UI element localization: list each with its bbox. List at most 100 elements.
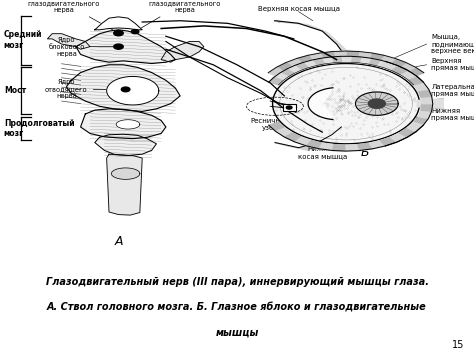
Polygon shape	[294, 62, 308, 70]
Polygon shape	[401, 62, 416, 70]
Polygon shape	[276, 128, 292, 137]
Polygon shape	[287, 66, 301, 73]
Polygon shape	[95, 134, 156, 155]
Polygon shape	[274, 73, 288, 81]
Polygon shape	[312, 58, 324, 66]
Polygon shape	[307, 141, 323, 149]
FancyBboxPatch shape	[283, 104, 296, 111]
Polygon shape	[414, 82, 428, 91]
Polygon shape	[410, 67, 424, 75]
Polygon shape	[404, 73, 418, 81]
Polygon shape	[418, 89, 432, 97]
Polygon shape	[391, 66, 405, 73]
Text: Мост: Мост	[4, 86, 26, 95]
Polygon shape	[308, 88, 333, 120]
Polygon shape	[286, 106, 292, 109]
Text: Ядро
глазодвигательного
нерва: Ядро глазодвигательного нерва	[28, 0, 116, 32]
Polygon shape	[391, 133, 407, 142]
Polygon shape	[297, 55, 311, 62]
Polygon shape	[319, 143, 334, 151]
Polygon shape	[268, 67, 282, 75]
Polygon shape	[407, 122, 423, 132]
Text: Продолговатый
мозг: Продолговатый мозг	[4, 119, 74, 138]
Polygon shape	[368, 99, 385, 108]
Polygon shape	[285, 133, 301, 142]
Text: Б: Б	[361, 146, 369, 159]
Polygon shape	[269, 77, 283, 85]
Polygon shape	[391, 133, 407, 142]
Polygon shape	[333, 51, 346, 56]
Polygon shape	[381, 55, 395, 62]
Polygon shape	[370, 53, 384, 59]
Text: Глазодвигательный нерв (III пара), иннервирующий мышцы глаза.: Глазодвигательный нерв (III пара), иннер…	[46, 277, 428, 286]
Polygon shape	[116, 120, 140, 129]
Text: Верхняя косая мышца: Верхняя косая мышца	[258, 6, 339, 12]
Polygon shape	[417, 99, 443, 108]
Polygon shape	[400, 70, 416, 79]
Text: Ядро
блокового
нерва: Ядро блокового нерва	[48, 37, 116, 57]
Polygon shape	[369, 141, 385, 149]
Polygon shape	[407, 76, 423, 85]
Polygon shape	[346, 144, 360, 151]
Polygon shape	[332, 144, 346, 151]
Polygon shape	[421, 104, 433, 111]
Polygon shape	[303, 60, 316, 68]
Polygon shape	[95, 17, 142, 30]
Polygon shape	[66, 65, 180, 111]
Polygon shape	[273, 64, 419, 144]
Polygon shape	[400, 128, 416, 137]
Text: Нижняя
прямая мышца: Нижняя прямая мышца	[431, 108, 474, 121]
Polygon shape	[400, 128, 416, 137]
Text: Ядро
отводящего
нерва: Ядро отводящего нерва	[45, 80, 123, 99]
Text: А. Ствол головного мозга. Б. Глазное яблоко и глазодвигательные: А. Ствол головного мозга. Б. Глазное ябл…	[47, 302, 427, 312]
Text: Верхняя
прямая мышца: Верхняя прямая мышца	[431, 58, 474, 71]
Polygon shape	[286, 59, 301, 66]
Polygon shape	[381, 137, 397, 146]
Polygon shape	[359, 57, 371, 64]
Polygon shape	[381, 137, 397, 146]
Text: Нижняя
косая мышца: Нижняя косая мышца	[298, 146, 347, 159]
Polygon shape	[111, 168, 140, 179]
Polygon shape	[114, 31, 123, 36]
Polygon shape	[381, 61, 397, 70]
Text: А: А	[114, 235, 123, 247]
Polygon shape	[407, 122, 423, 132]
Polygon shape	[331, 56, 342, 63]
Polygon shape	[320, 51, 334, 57]
Polygon shape	[391, 65, 407, 74]
Text: Латеральная
прямая мышца: Латеральная прямая мышца	[431, 84, 474, 97]
Text: Мышца,
поднимающая
верхнее веко: Мышца, поднимающая верхнее веко	[431, 34, 474, 54]
Polygon shape	[308, 53, 322, 59]
Polygon shape	[414, 116, 428, 125]
Polygon shape	[275, 21, 360, 65]
Polygon shape	[392, 59, 406, 66]
Polygon shape	[114, 44, 123, 49]
Polygon shape	[81, 109, 166, 139]
Polygon shape	[368, 58, 380, 66]
Polygon shape	[418, 110, 432, 118]
Text: мышцы: мышцы	[215, 328, 259, 338]
Polygon shape	[275, 127, 346, 150]
Polygon shape	[421, 96, 433, 104]
Polygon shape	[131, 29, 139, 34]
Polygon shape	[107, 154, 142, 215]
Polygon shape	[280, 69, 294, 77]
Polygon shape	[321, 57, 333, 64]
Polygon shape	[107, 76, 159, 105]
Polygon shape	[384, 62, 398, 70]
Polygon shape	[346, 51, 359, 56]
Polygon shape	[295, 137, 311, 146]
Polygon shape	[409, 77, 423, 85]
Polygon shape	[341, 56, 351, 62]
Polygon shape	[358, 51, 372, 57]
Text: 15: 15	[452, 340, 465, 350]
Polygon shape	[47, 34, 90, 49]
Polygon shape	[76, 30, 175, 64]
Polygon shape	[269, 122, 285, 132]
Polygon shape	[358, 143, 373, 151]
Polygon shape	[398, 69, 412, 77]
Polygon shape	[350, 56, 361, 63]
Polygon shape	[161, 42, 204, 62]
Polygon shape	[356, 92, 398, 115]
Text: Добавочное ядро
глазодвигательного
нерва: Добавочное ядро глазодвигательного нерва	[137, 0, 221, 30]
